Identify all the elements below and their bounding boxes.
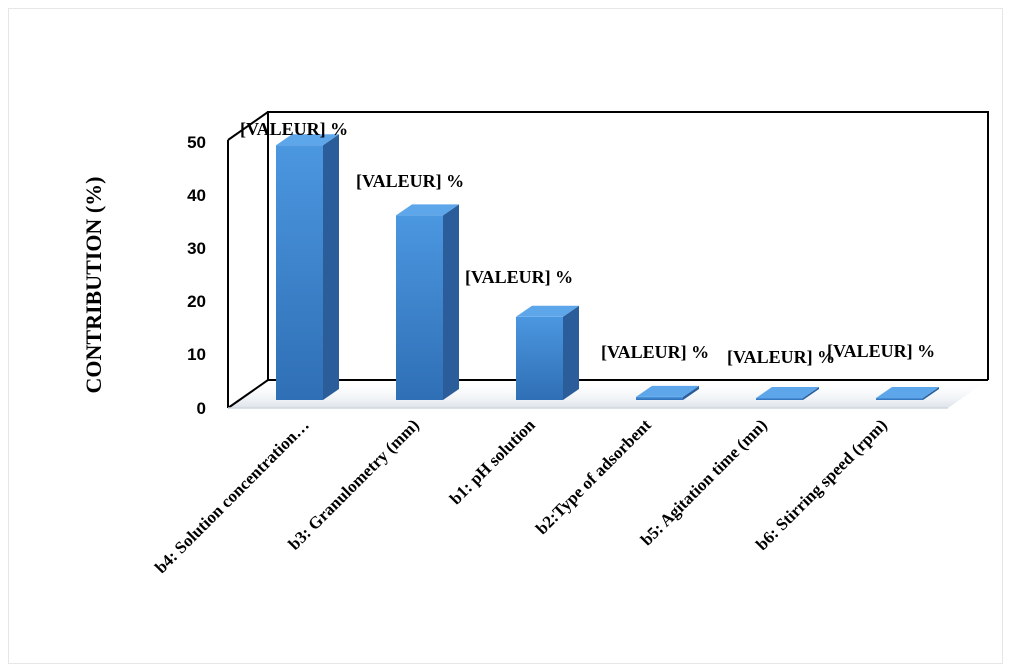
bar-front xyxy=(636,396,683,400)
bar-front xyxy=(876,398,923,400)
bar xyxy=(396,204,459,400)
bar-top xyxy=(516,305,579,317)
data-label: [VALEUR] % xyxy=(465,267,573,287)
y-tick-label: 50 xyxy=(187,133,206,152)
bar-top xyxy=(396,204,459,216)
data-label: [VALEUR] % xyxy=(601,342,709,362)
bar-side xyxy=(563,305,579,400)
bar xyxy=(756,387,819,400)
back-wall-border xyxy=(267,111,989,380)
bar xyxy=(636,385,699,400)
bar-front xyxy=(396,215,443,400)
y-tick-label: 20 xyxy=(187,292,206,311)
category-label: b6: Stirring speed (rpm) xyxy=(752,415,891,554)
bar-top xyxy=(636,385,699,397)
data-label: [VALEUR] % xyxy=(356,171,464,191)
data-label: [VALEUR] % xyxy=(727,347,835,367)
bar-side xyxy=(443,204,459,400)
category-label: b4: Solution concentration… xyxy=(151,415,313,577)
bar xyxy=(276,134,339,400)
floor-plane xyxy=(228,380,988,408)
bar-side xyxy=(803,387,819,400)
y-tick-label: 0 xyxy=(197,399,206,418)
bar xyxy=(876,387,939,400)
bar-side xyxy=(683,385,699,400)
bars xyxy=(276,134,939,400)
category-label: b2:Type of adsorbent xyxy=(532,415,655,538)
y-tick-label: 30 xyxy=(187,239,206,258)
category-label: b5: Agitation time (mn) xyxy=(637,415,771,549)
plot-walls xyxy=(227,111,989,409)
chart-frame xyxy=(8,8,1003,664)
category-label: b1: pH solution xyxy=(446,415,539,508)
data-label: [VALEUR] % xyxy=(827,341,935,361)
bar-front xyxy=(276,145,323,400)
bar xyxy=(516,305,579,400)
bar-top xyxy=(876,387,939,398)
bar-top xyxy=(756,387,819,398)
y-tick-label: 10 xyxy=(187,345,206,364)
bar-top xyxy=(276,134,339,146)
bar-front xyxy=(516,316,563,400)
category-labels: b4: Solution concentration…b3: Granulome… xyxy=(151,415,891,577)
y-axis-label: CONTRIBUTION (%) xyxy=(81,177,106,394)
bar-front xyxy=(756,398,803,400)
y-tick-label: 40 xyxy=(187,186,206,205)
y-axis-top-depth xyxy=(227,111,269,141)
bar-side xyxy=(923,387,939,400)
data-label: [VALEUR] % xyxy=(240,119,348,139)
floor-left-depth xyxy=(227,379,269,409)
bar-side xyxy=(323,134,339,400)
data-labels: [VALEUR] %[VALEUR] %[VALEUR] %[VALEUR] %… xyxy=(240,119,935,367)
y-axis-ticks: 0 10 20 30 40 50 xyxy=(187,133,206,418)
